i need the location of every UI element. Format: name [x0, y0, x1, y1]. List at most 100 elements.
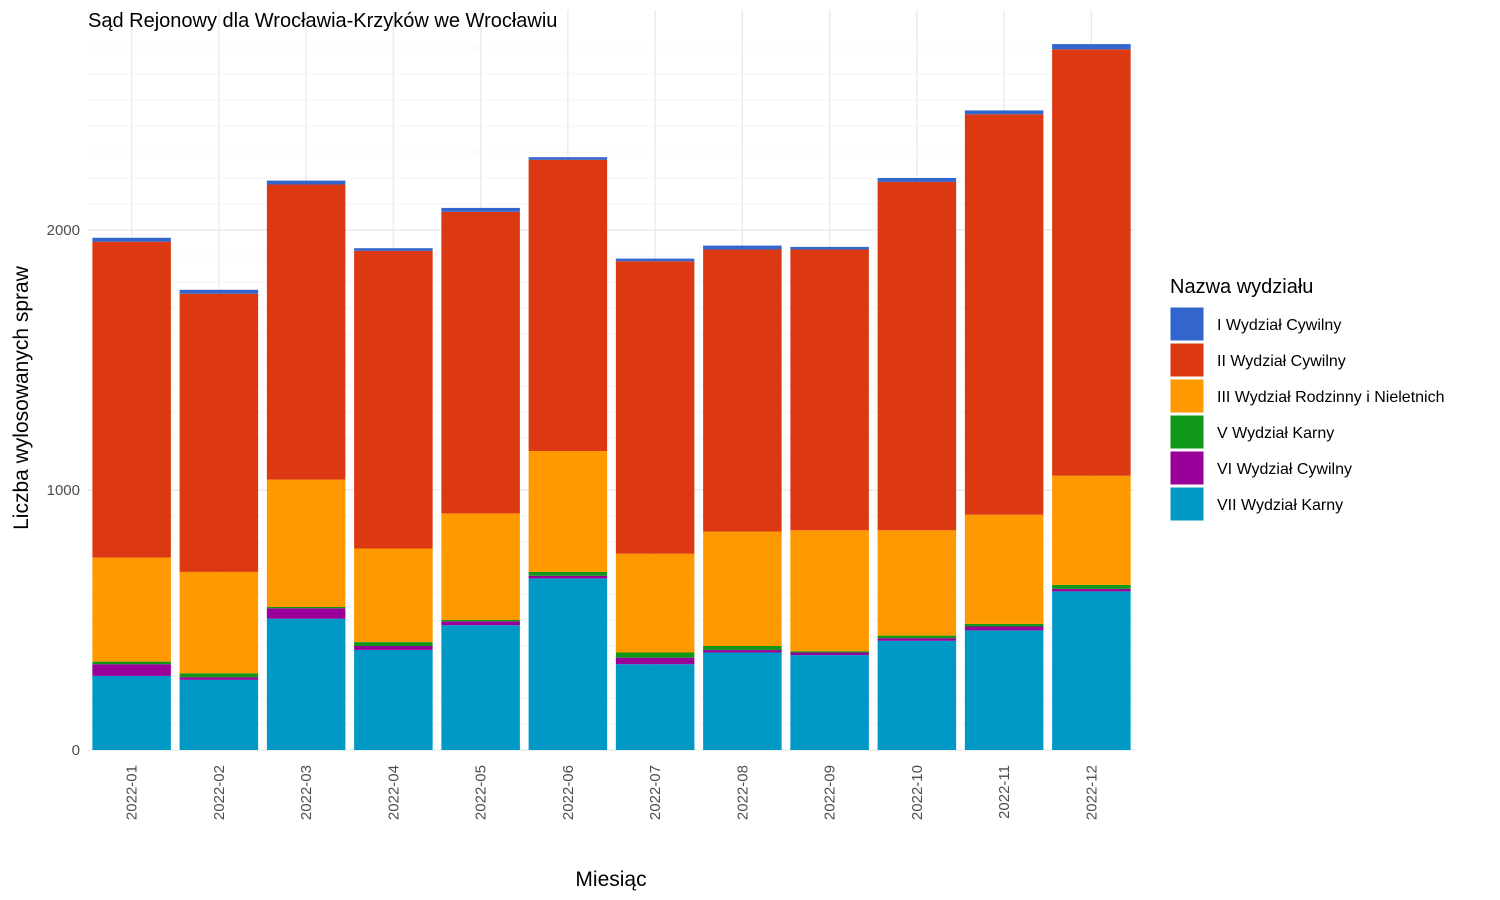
bar-segment	[441, 211, 520, 514]
bar-segment	[179, 293, 259, 572]
legend-label: VI Wydział Cywilny	[1217, 461, 1352, 478]
legend-label: I Wydział Cywilny	[1217, 317, 1341, 334]
bar-segment	[615, 664, 695, 750]
x-tick-label: 2022-12	[1083, 765, 1100, 820]
bar-segment	[92, 241, 171, 558]
bar-segment	[354, 248, 433, 251]
bar-segment	[790, 655, 869, 750]
bar-segment	[1052, 591, 1131, 750]
bar-segment	[615, 258, 695, 262]
bar-segment	[703, 249, 782, 532]
bar-segment	[877, 635, 957, 639]
legend-label: II Wydział Cywilny	[1217, 353, 1346, 370]
bar-segment	[528, 157, 608, 160]
legend-label: V Wydział Karny	[1217, 425, 1334, 442]
legend-label: III Wydział Rodzinny i Nieletnich	[1217, 389, 1445, 406]
bar-segment	[441, 513, 520, 620]
bar-segment	[354, 548, 433, 643]
bar-segment	[615, 652, 695, 658]
bar-segment	[528, 451, 608, 572]
y-tick-label: 1000	[47, 482, 80, 499]
bar-segment	[441, 620, 520, 622]
legend-swatch	[1169, 306, 1205, 342]
bar-segment	[266, 184, 346, 480]
x-tick-label: 2022-10	[909, 765, 926, 820]
x-tick-label: 2022-07	[647, 765, 664, 820]
bar-segment	[92, 661, 171, 665]
bar-segment	[92, 237, 171, 242]
bar-segment	[441, 625, 520, 750]
bar-segment	[266, 479, 346, 607]
bar-segment	[441, 621, 520, 626]
bar-segment	[1052, 475, 1131, 585]
bar-segment	[877, 178, 957, 182]
bar-segment	[964, 114, 1044, 515]
bar-segment	[354, 250, 433, 549]
bar-segment	[528, 571, 608, 576]
legend-swatch	[1169, 342, 1205, 378]
bar-segment	[877, 530, 957, 636]
bar-segment	[964, 626, 1044, 631]
bar-segment	[615, 261, 695, 554]
bar-segment	[877, 640, 957, 750]
bar-segment	[790, 249, 869, 531]
bar-segment	[266, 608, 346, 619]
bar-segment	[179, 289, 259, 294]
bar-segment	[964, 110, 1044, 115]
bar-segment	[703, 652, 782, 750]
bar-segment	[92, 664, 171, 676]
bar-segment	[790, 530, 869, 652]
bar-segment	[877, 638, 957, 641]
bar-segment	[354, 642, 433, 646]
bar-segment	[1052, 584, 1131, 589]
bar-segment	[528, 159, 608, 452]
y-tick-label: 2000	[47, 222, 80, 239]
bar-segment	[179, 677, 259, 680]
bar-segment	[790, 651, 869, 653]
bar-segment	[528, 575, 608, 579]
chart-title: Sąd Rejonowy dla Wrocławia-Krzyków we Wr…	[88, 10, 557, 32]
bar-segment	[441, 207, 520, 212]
bar-segment	[528, 578, 608, 750]
axes: 0 1000 2000 2022-01 2022-02 2022-03 2022-04 202…	[47, 222, 1101, 820]
x-tick-label: 2022-01	[124, 765, 141, 820]
bar-segment	[964, 623, 1044, 627]
bars	[92, 44, 1131, 750]
legend-swatch	[1169, 450, 1205, 486]
bar-segment	[703, 245, 782, 250]
x-axis-title: Miesiąc	[575, 868, 646, 891]
bar-segment	[266, 180, 346, 185]
bar-segment	[790, 652, 869, 656]
bar-segment	[1052, 588, 1131, 592]
x-tick-label: 2022-04	[385, 765, 402, 820]
x-tick-label: 2022-02	[211, 765, 228, 820]
legend: Nazwa wydziału I Wydział Cywilny II Wydzi…	[1169, 276, 1445, 522]
bar-segment	[266, 618, 346, 750]
bar-segment	[354, 646, 433, 650]
legend-title: Nazwa wydziału	[1170, 276, 1313, 298]
bar-segment	[179, 571, 259, 674]
bar-segment	[92, 675, 171, 750]
bar-segment	[703, 531, 782, 646]
bar-segment	[964, 630, 1044, 750]
legend-label: VII Wydział Karny	[1217, 497, 1343, 514]
x-tick-label: 2022-05	[473, 765, 490, 820]
bar-segment	[266, 607, 346, 609]
legend-swatch	[1169, 378, 1205, 414]
legend-swatch	[1169, 486, 1205, 522]
bar-segment	[1052, 49, 1131, 476]
bar-segment	[179, 673, 259, 678]
y-tick-label: 0	[72, 742, 80, 759]
x-tick-label: 2022-08	[734, 765, 751, 820]
bar-segment	[877, 181, 957, 531]
x-tick-label: 2022-03	[298, 765, 315, 820]
bar-segment	[703, 649, 782, 653]
x-tick-label: 2022-09	[822, 765, 839, 820]
bar-segment	[703, 646, 782, 650]
bar-segment	[92, 557, 171, 662]
legend-swatch	[1169, 414, 1205, 450]
x-tick-label: 2022-11	[996, 765, 1013, 819]
bar-segment	[179, 679, 259, 750]
bar-segment	[964, 514, 1044, 624]
